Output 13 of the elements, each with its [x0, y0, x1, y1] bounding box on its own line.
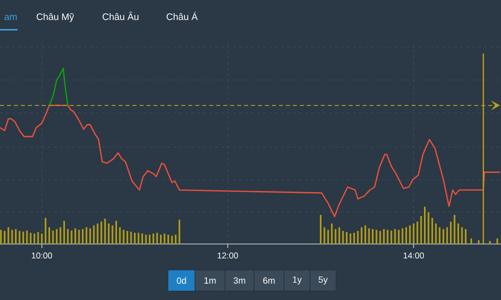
text: 0d	[176, 277, 186, 284]
x-tick-label: 14:00	[404, 252, 424, 259]
text: 1y	[292, 276, 302, 285]
text: 1m	[204, 277, 216, 284]
text: 3m	[234, 277, 246, 284]
text: 5y	[318, 276, 328, 285]
text: am	[4, 14, 17, 20]
text: Châu Á	[166, 12, 198, 20]
x-tick-label: 12:00	[218, 252, 238, 259]
x-tick-label: 10:00	[32, 252, 52, 259]
text: 6m	[263, 277, 275, 284]
text: Châu Mỹ	[36, 13, 74, 22]
text: Châu Âu	[102, 12, 138, 20]
